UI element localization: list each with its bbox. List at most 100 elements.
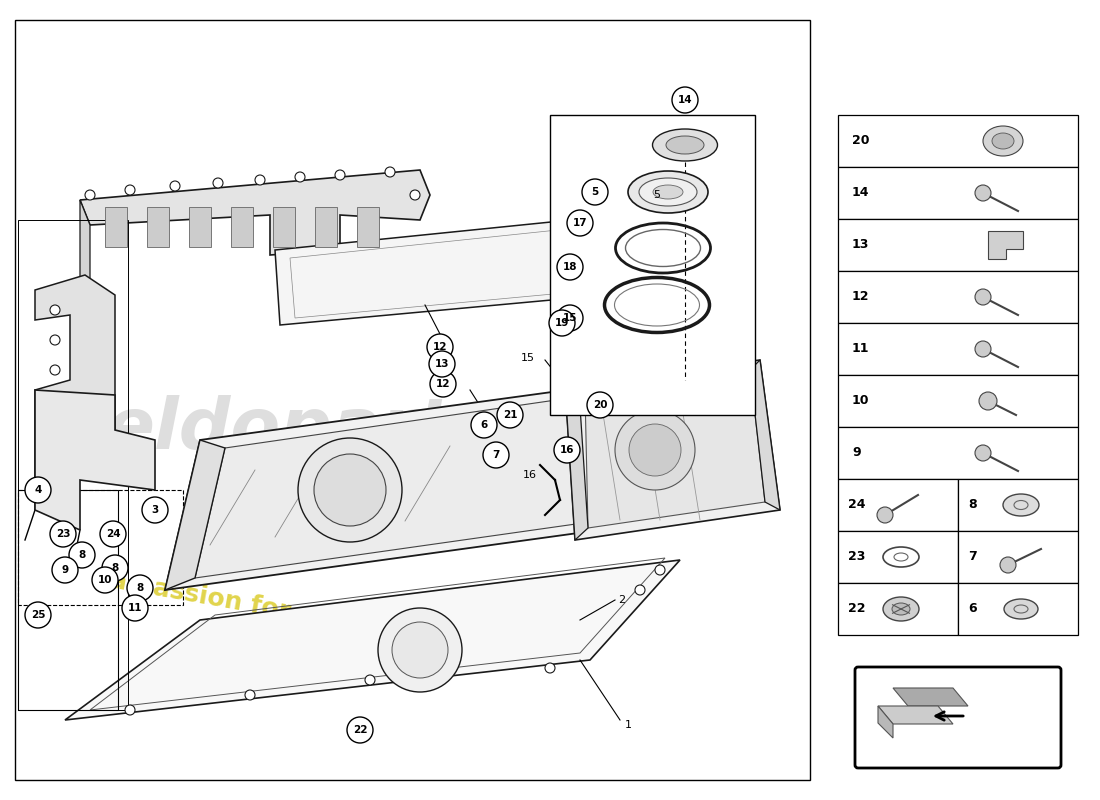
Text: 14: 14 — [678, 95, 692, 105]
Circle shape — [102, 555, 128, 581]
Circle shape — [50, 305, 60, 315]
Text: 4: 4 — [34, 485, 42, 495]
Bar — [838, 427, 1078, 479]
Bar — [315, 207, 337, 247]
Text: 25: 25 — [31, 610, 45, 620]
Circle shape — [410, 190, 420, 200]
Text: 9: 9 — [852, 446, 860, 459]
Polygon shape — [195, 390, 625, 578]
Bar — [838, 167, 1078, 219]
Text: 20: 20 — [852, 134, 869, 147]
Circle shape — [126, 575, 153, 601]
Bar — [189, 207, 211, 247]
Circle shape — [615, 410, 695, 490]
Circle shape — [50, 365, 60, 375]
Circle shape — [877, 507, 893, 523]
Bar — [273, 207, 295, 247]
Circle shape — [544, 663, 556, 673]
Circle shape — [635, 585, 645, 595]
Circle shape — [346, 717, 373, 743]
Circle shape — [92, 567, 118, 593]
Circle shape — [429, 351, 455, 377]
Text: 8: 8 — [78, 550, 86, 560]
Polygon shape — [878, 706, 953, 724]
Text: 19: 19 — [554, 318, 569, 328]
Polygon shape — [80, 200, 90, 285]
Circle shape — [50, 521, 76, 547]
Bar — [18, 490, 183, 605]
Circle shape — [549, 310, 575, 336]
FancyBboxPatch shape — [855, 667, 1062, 768]
Polygon shape — [35, 275, 116, 510]
Circle shape — [392, 622, 448, 678]
Text: 12: 12 — [436, 379, 450, 389]
Circle shape — [566, 210, 593, 236]
Polygon shape — [565, 376, 588, 540]
Text: 10: 10 — [98, 575, 112, 585]
Text: 2: 2 — [618, 595, 625, 605]
Text: 15: 15 — [563, 313, 578, 323]
Circle shape — [587, 392, 613, 418]
Polygon shape — [565, 360, 780, 540]
Bar — [838, 323, 1078, 375]
Text: 11: 11 — [128, 603, 142, 613]
Ellipse shape — [1004, 599, 1038, 619]
Circle shape — [483, 442, 509, 468]
Bar — [838, 583, 958, 635]
Circle shape — [298, 438, 402, 542]
Polygon shape — [35, 390, 155, 530]
Polygon shape — [585, 370, 764, 528]
Text: 9: 9 — [62, 565, 68, 575]
Polygon shape — [988, 231, 1023, 259]
Circle shape — [654, 565, 666, 575]
Circle shape — [672, 87, 698, 113]
Text: 1: 1 — [625, 720, 632, 730]
Text: 6: 6 — [968, 602, 977, 615]
Text: 24: 24 — [106, 529, 120, 539]
Circle shape — [336, 170, 345, 180]
Circle shape — [213, 178, 223, 188]
Circle shape — [427, 334, 453, 360]
Circle shape — [50, 395, 60, 405]
Text: eldoparts: eldoparts — [106, 395, 494, 465]
Circle shape — [142, 497, 168, 523]
Polygon shape — [893, 688, 968, 706]
Circle shape — [557, 305, 583, 331]
Text: a passion for parts 1985: a passion for parts 1985 — [109, 568, 452, 652]
Circle shape — [125, 185, 135, 195]
Circle shape — [69, 542, 95, 568]
Bar — [838, 479, 958, 531]
Circle shape — [52, 557, 78, 583]
Circle shape — [25, 602, 51, 628]
Circle shape — [50, 425, 60, 435]
Circle shape — [314, 454, 386, 526]
Circle shape — [629, 424, 681, 476]
Ellipse shape — [652, 129, 717, 161]
Circle shape — [255, 175, 265, 185]
Bar — [838, 375, 1078, 427]
Ellipse shape — [639, 178, 697, 206]
Ellipse shape — [628, 171, 708, 213]
Bar — [550, 115, 755, 415]
Bar — [18, 490, 118, 710]
Ellipse shape — [983, 126, 1023, 156]
Bar — [838, 531, 958, 583]
Ellipse shape — [666, 136, 704, 154]
Text: 16: 16 — [522, 470, 537, 480]
Text: 22: 22 — [848, 602, 866, 615]
FancyArrowPatch shape — [936, 712, 964, 720]
Text: 23: 23 — [56, 529, 70, 539]
Bar — [958, 583, 1078, 635]
Text: 871 05: 871 05 — [920, 738, 996, 758]
Circle shape — [385, 167, 395, 177]
Bar — [958, 531, 1078, 583]
Text: 13: 13 — [852, 238, 869, 251]
Circle shape — [50, 455, 60, 465]
Text: 23: 23 — [848, 550, 866, 563]
Polygon shape — [590, 380, 640, 530]
Circle shape — [975, 445, 991, 461]
Circle shape — [365, 675, 375, 685]
Circle shape — [471, 412, 497, 438]
Circle shape — [1000, 557, 1016, 573]
Text: 3: 3 — [152, 505, 158, 515]
